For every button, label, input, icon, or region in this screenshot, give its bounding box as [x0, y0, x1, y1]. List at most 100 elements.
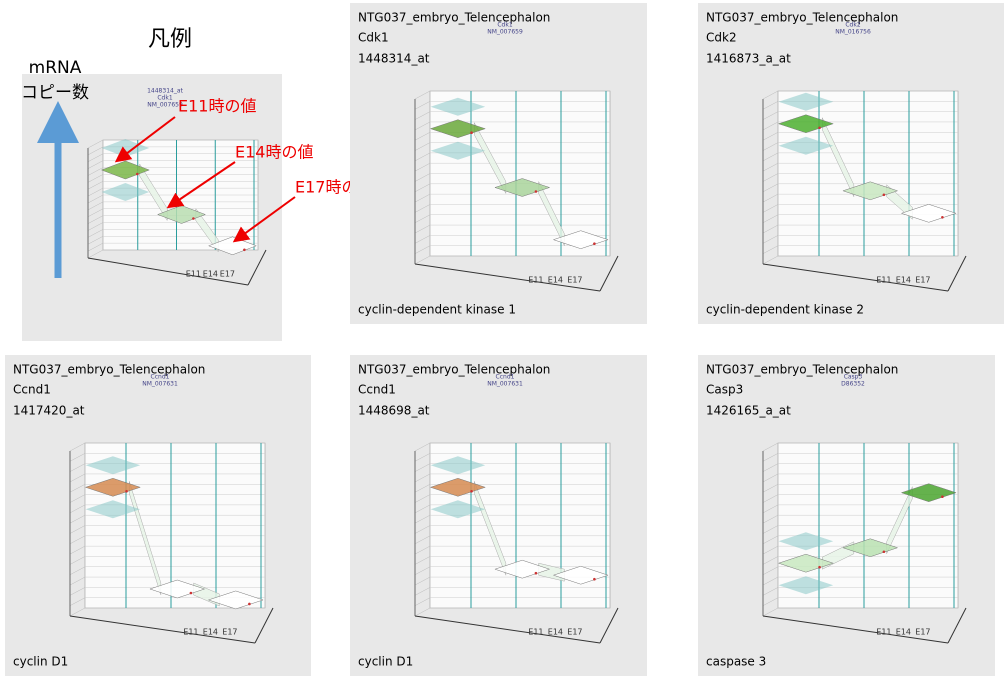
plot-grid — [414, 173, 431, 182]
panel-gene: Cdk2 — [706, 31, 737, 45]
plot-plane-ghost — [778, 136, 834, 155]
plot-grid — [69, 597, 86, 606]
plot-grid — [762, 463, 779, 472]
plot-plane — [842, 181, 899, 201]
callout-arrow — [166, 161, 236, 209]
plot-grid — [414, 142, 431, 151]
plot-plane — [900, 483, 957, 502]
plot-grid — [762, 514, 779, 524]
plot-grid — [69, 473, 86, 483]
panel-probe: 1448698_at — [358, 404, 430, 418]
panel-sample: NTG037_embryo_Telencephalon — [706, 11, 898, 25]
plot-grid — [762, 224, 779, 234]
plot-grid — [69, 525, 86, 534]
x-label: E11 — [876, 276, 891, 285]
plot-grid — [69, 463, 86, 472]
plot-grid — [414, 204, 431, 213]
x-label: E17 — [567, 628, 582, 637]
plot-floor — [762, 263, 949, 292]
panel-description: cyclin-dependent kinase 2 — [706, 303, 864, 317]
plot-plane — [842, 538, 899, 558]
plot-grid — [69, 607, 86, 617]
panel: NTG037_embryo_TelencephalonCasp31426165_… — [698, 355, 995, 676]
plot-grid — [762, 183, 779, 193]
panel: NTG037_embryo_TelencephalonCdk11448314_a… — [350, 3, 647, 324]
plot-grid — [414, 101, 431, 110]
plot-grid — [762, 142, 779, 151]
plot-grid — [69, 514, 86, 524]
plot-grid — [69, 535, 86, 545]
x-label: E11 — [528, 628, 543, 637]
plot-plane-ghost — [101, 183, 150, 201]
x-label: E17 — [222, 628, 237, 637]
plot-grid — [762, 566, 779, 575]
plot-grid — [414, 535, 431, 545]
plot-grid — [762, 214, 779, 223]
plot-grid — [87, 194, 104, 204]
plot-point — [243, 248, 246, 252]
plot-grid — [762, 556, 779, 565]
plot-grid — [414, 214, 431, 223]
axis-label: mRNA — [29, 58, 82, 78]
accession-small: NM_007631 — [142, 381, 178, 388]
plot-grid — [762, 442, 779, 452]
plot-point — [941, 495, 944, 499]
panel-sample: NTG037_embryo_Telencephalon — [706, 363, 898, 377]
plot-plane — [552, 565, 609, 585]
x-label: E11 — [186, 270, 201, 279]
plot-plane — [429, 119, 486, 138]
plot-floor — [414, 615, 601, 644]
plot-point — [248, 602, 251, 606]
panel: NTG037_embryo_TelencephalonCcnd11448698_… — [350, 355, 647, 676]
plot-grid — [414, 504, 431, 514]
plot-grid — [69, 484, 86, 493]
plot-grid — [69, 504, 86, 514]
plot-grid — [69, 442, 86, 452]
plot-grid — [414, 494, 431, 503]
x-label: E14 — [548, 628, 563, 637]
plot-grid — [414, 525, 431, 534]
plot-plane — [429, 478, 486, 497]
plot-grid — [414, 514, 431, 524]
accession-small: NM_007631 — [487, 381, 523, 388]
plot-point — [534, 571, 538, 575]
plot-grid — [69, 556, 86, 565]
gene-small: Cdk2 — [845, 22, 860, 29]
panel-gene: Cdk1 — [358, 31, 389, 45]
plot-grid — [414, 453, 431, 462]
plot-plane-ghost — [778, 532, 834, 551]
panel-gene: Ccnd1 — [13, 383, 51, 397]
plot-grid — [762, 484, 779, 493]
plot-grid — [87, 153, 104, 162]
plot-grid — [762, 473, 779, 483]
plot-plane — [494, 559, 551, 579]
plot-grid — [762, 597, 779, 606]
plot-grid — [414, 152, 431, 162]
plot-grid — [87, 139, 104, 149]
plot-plane — [100, 160, 150, 180]
plot-grid — [414, 162, 431, 172]
plot-floor — [69, 615, 256, 644]
plot-grid — [762, 111, 779, 120]
plot-grid — [414, 235, 431, 244]
plot-grid — [414, 224, 431, 234]
plot-grid — [87, 160, 104, 169]
accession-small: NM_007659 — [487, 29, 523, 36]
x-label: E14 — [548, 276, 563, 285]
x-label: E11 — [528, 276, 543, 285]
panel-probe: 1417420_at — [13, 404, 85, 418]
plot-plane-ghost — [430, 456, 486, 475]
panel-description: cyclin D1 — [358, 655, 413, 669]
plot-floor — [247, 249, 267, 286]
plot-grid — [762, 132, 779, 141]
plot-point — [941, 216, 944, 219]
plot-point — [189, 591, 193, 595]
plot-grid — [87, 201, 104, 211]
plot-grid — [87, 208, 104, 217]
x-label: E14 — [203, 628, 218, 637]
accession-small: NM_007659 — [147, 102, 183, 109]
plot-grid — [87, 242, 104, 252]
plot-point — [882, 550, 886, 554]
plot-grid — [762, 545, 779, 555]
